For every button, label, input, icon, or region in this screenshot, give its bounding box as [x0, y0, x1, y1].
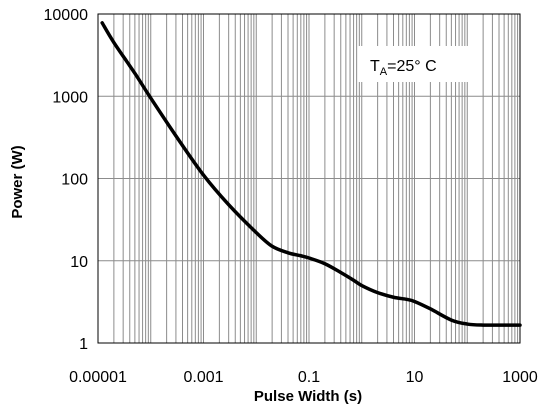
y-tick-label: 1000: [52, 89, 88, 106]
y-tick-labels: 1 10 100 1000 10000: [44, 7, 89, 353]
annotation-subscript: A: [380, 66, 388, 78]
y-tick-label: 10000: [44, 7, 89, 24]
y-tick-label: 1: [79, 336, 88, 353]
x-tick-labels: 0.00001 0.001 0.1 10 1000: [69, 369, 538, 386]
x-tick-label: 0.1: [298, 369, 320, 386]
plot-frame: [97, 13, 521, 344]
y-tick-label: 10: [70, 254, 88, 271]
y-axis-title: Power (W): [9, 145, 26, 218]
x-tick-label: 0.00001: [69, 369, 127, 386]
series-layer: [100, 21, 522, 327]
annotation-main: T: [370, 58, 380, 75]
annotation-box: TA=25° C: [358, 46, 470, 82]
x-tick-label: 1000: [502, 369, 538, 386]
annotation-text: TA=25° C: [370, 58, 437, 78]
annotation-rest: =25° C: [387, 58, 437, 75]
x-axis-title: Pulse Width (s): [254, 388, 362, 405]
power-curve-line: [100, 21, 522, 327]
y-tick-label: 100: [61, 172, 88, 189]
x-tick-label: 0.001: [183, 369, 223, 386]
x-tick-label: 10: [406, 369, 424, 386]
annotation-background: [358, 46, 470, 82]
